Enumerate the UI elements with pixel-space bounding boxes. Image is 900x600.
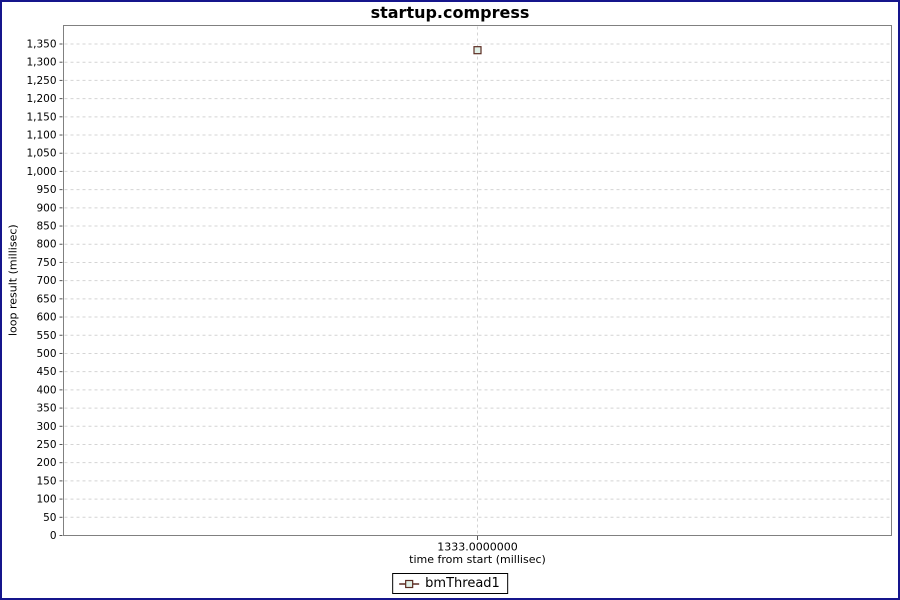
y-tick-label: 1,050 (26, 148, 56, 160)
x-tick-label: 1333.0000000 (437, 541, 517, 554)
y-tick-label: 1,000 (26, 166, 56, 178)
y-tick-label: 0 (50, 530, 57, 542)
y-tick-label: 1,300 (26, 57, 56, 69)
y-tick-label: 850 (36, 221, 56, 233)
y-tick-label: 550 (36, 330, 56, 342)
y-tick-label: 800 (36, 239, 56, 251)
y-tick-label: 450 (36, 366, 56, 378)
legend-series-marker-icon (399, 579, 420, 588)
y-tick-label: 650 (36, 293, 56, 305)
y-tick-label: 1,100 (26, 130, 56, 142)
y-tick-label: 900 (36, 202, 56, 214)
y-tick-label: 600 (36, 312, 56, 324)
data-point-marker (473, 46, 482, 55)
y-tick-label: 350 (36, 403, 56, 415)
y-tick-label: 750 (36, 257, 56, 269)
y-tick-label: 150 (36, 475, 56, 487)
y-tick-label: 1,150 (26, 111, 56, 123)
y-tick-label: 200 (36, 457, 56, 469)
y-tick-label: 700 (36, 275, 56, 287)
y-tick-label: 100 (36, 494, 56, 506)
y-tick-label: 1,250 (26, 75, 56, 87)
y-tick-label: 400 (36, 384, 56, 396)
y-tick-label: 950 (36, 184, 56, 196)
legend: bmThread1 (392, 573, 508, 594)
legend-series-label: bmThread1 (425, 576, 500, 591)
chart-title: startup.compress (370, 3, 530, 22)
y-tick-label: 250 (36, 439, 56, 451)
plot-area: 0 50 100 150 200 250 300 350 400 450 500 550 600 650 7… (26, 25, 892, 554)
y-tick-label: 300 (36, 421, 56, 433)
x-axis-title: time from start (millisec) (409, 553, 546, 566)
y-tick-label: 1,350 (26, 39, 56, 51)
y-tick-label: 50 (43, 512, 56, 524)
y-tick-label: 500 (36, 348, 56, 360)
y-tick-label: 1,200 (26, 93, 56, 105)
